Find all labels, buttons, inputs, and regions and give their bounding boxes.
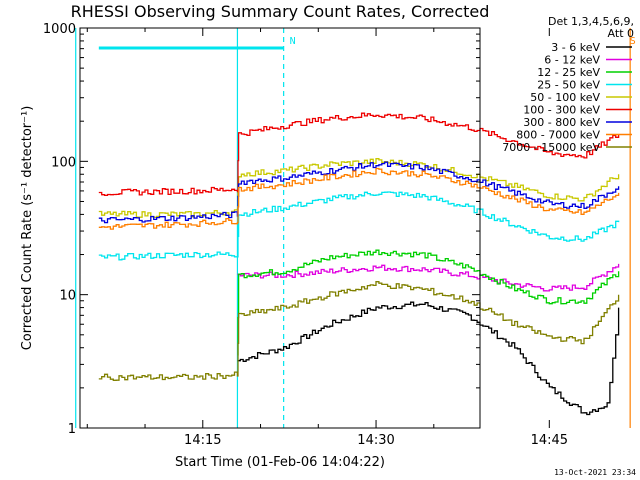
y-tick-label-3: 1000 (43, 22, 76, 37)
flag-label-1: S (630, 36, 636, 47)
series-3-seg1 (98, 191, 620, 261)
legend-label-2: 12 - 25 keV (537, 66, 600, 79)
series-6-seg1 (98, 161, 620, 224)
chart-title: RHESSI Observing Summary Count Rates, Co… (71, 2, 490, 21)
x-tick-label-1: 14:30 (357, 433, 394, 448)
legend-label-3: 25 - 50 keV (537, 79, 600, 92)
y-axis-label: Corrected Count Rate (s⁻¹ detector⁻¹) (20, 106, 35, 351)
legend-label-8: 7000 - 15000 keV (502, 141, 600, 154)
series-2-seg1 (237, 249, 620, 356)
x-tick-label-2: 14:45 (531, 433, 568, 448)
x-axis-label: Start Time (01-Feb-06 14:04:22) (175, 455, 385, 470)
plot-frame (79, 27, 481, 429)
series-4-seg1 (98, 158, 620, 218)
legend-label-7: 800 - 7000 keV (516, 129, 600, 142)
series-8-seg1 (98, 281, 620, 381)
series-0-seg1 (237, 301, 620, 416)
series-5-seg1 (98, 112, 620, 197)
y-tick-label-0: 1 (68, 422, 76, 437)
legend-header-2: Att 0 (608, 27, 634, 40)
legend-label-6: 300 - 800 keV (523, 116, 600, 129)
y-tick-label-1: 10 (59, 289, 76, 304)
legend-label-5: 100 - 300 keV (523, 104, 600, 117)
flag-label-0: N (290, 36, 296, 47)
timestamp: 13-Oct-2021 23:34 (554, 468, 636, 477)
legend-header-1: Det 1,3,4,5,6,9, (548, 15, 634, 28)
legend-label-4: 50 - 100 keV (530, 91, 600, 104)
y-tick-label-2: 100 (51, 155, 76, 170)
series-7-seg1 (98, 167, 620, 230)
series-1-seg1 (237, 263, 620, 292)
legend-label-1: 6 - 12 keV (544, 54, 600, 67)
legend-label-0: 3 - 6 keV (551, 41, 600, 54)
x-tick-label-0: 14:15 (184, 433, 221, 448)
